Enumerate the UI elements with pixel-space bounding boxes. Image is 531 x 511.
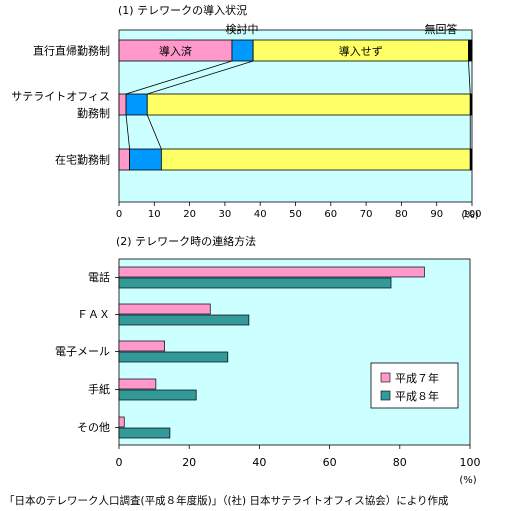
bar-5-series-2 [118, 427, 171, 439]
chart2-category-label-5: その他 [77, 421, 110, 434]
connector-line-1-3 [468, 60, 471, 95]
chart1-tick-label-70: 70 [360, 209, 373, 220]
chart2-tick-label-60: 60 [323, 456, 337, 469]
chart2-tick-label-100: 100 [460, 456, 481, 469]
chart2-category-label-4: 手紙 [88, 382, 110, 396]
legend-box [370, 362, 459, 409]
category-label-1: 直行直帰勤務制 [33, 44, 110, 58]
bar-segment-2-1 [118, 93, 127, 116]
legend-label-h7: 平成７年 [395, 371, 439, 385]
chart1-tick-label-100: 100 [462, 209, 481, 220]
chart1-bars: 導入済 導入せず [118, 39, 473, 171]
bar-segment-2-3 [146, 93, 471, 116]
category-label-3: 在宅勤務制 [55, 153, 110, 167]
category-label-2-1: サテライトオフィス [11, 90, 110, 103]
bar-4-series-2 [118, 389, 197, 401]
chart1-tick-label-90: 90 [430, 209, 443, 220]
connector-line-2-1 [125, 114, 130, 150]
chart1-tick-label-50: 50 [289, 209, 302, 220]
chart1-unit-label: (%) [461, 210, 478, 221]
chart1-tick-label-30: 30 [219, 209, 232, 220]
bar-2-series-1 [118, 303, 211, 315]
connector-line-1-1 [125, 60, 233, 95]
bar-segment-3-2 [129, 148, 162, 171]
chart2-legend: 平成７年 平成８年 [370, 362, 459, 409]
chart1-tick-label-10: 10 [148, 209, 161, 220]
connector-line-1-2 [147, 60, 254, 95]
bar-3-series-2 [118, 351, 229, 363]
chart1-label-mukaitou: 無回答 [425, 22, 458, 36]
chart2-unit-label: (%) [459, 475, 476, 486]
chart1-tick-label-20: 20 [183, 209, 196, 220]
legend-label-h8: 平成８年 [395, 389, 439, 403]
bar-5-series-1 [118, 416, 125, 428]
chart1-title: (1) テレワークの導入状況 [118, 3, 247, 17]
bar-segment-1-2 [231, 39, 254, 62]
category-label-2-2: 勤務制 [77, 106, 110, 120]
chart2-tick-label-0: 0 [116, 456, 123, 469]
bar-2-series-2 [118, 314, 250, 326]
legend-swatch-h7 [380, 372, 391, 383]
chart2-category-label-1: 電話 [88, 270, 110, 284]
chart2-bars [118, 266, 425, 439]
bar-3-series-1 [118, 340, 165, 352]
chart1-tick-label-60: 60 [324, 209, 337, 220]
bar-inline-label-1: 導入済 [159, 44, 192, 58]
chart2-category-label-2: ＦＡＸ [77, 308, 110, 321]
bar-inline-label-3: 導入せず [339, 44, 383, 58]
chart1-label-kentouchu: 検討中 [226, 22, 259, 36]
bar-4-series-1 [118, 378, 157, 390]
chart2-category-label-3: 電子メール [55, 345, 110, 358]
bar-segment-2-2 [125, 93, 148, 116]
bar-1-series-2 [118, 277, 392, 289]
chart1-tick-label-40: 40 [254, 209, 267, 220]
connector-line-2-2 [146, 114, 162, 150]
chart2-x-axis-ticks: 0 20 40 60 80 100 [116, 445, 481, 469]
chart2-tick-label-20: 20 [182, 456, 196, 469]
chart1-tick-label-0: 0 [116, 209, 122, 220]
chart1-connector-lines [125, 60, 471, 150]
bar-segment-3-3 [160, 148, 471, 171]
bar-segment-3-4 [469, 148, 473, 171]
chart2-title: (2) テレワーク時の連絡方法 [116, 234, 256, 248]
legend-swatch-h8 [380, 390, 391, 401]
bar-segment-3-1 [118, 148, 130, 171]
chart1-x-axis-ticks: 0 10 20 30 40 50 60 70 80 90 100 [116, 202, 482, 220]
source-note: 「日本のテレワーク人口調査(平成８年度版)」（(社) 日本サテライトオフィス協会… [4, 494, 449, 507]
bar-segment-1-4 [468, 39, 473, 62]
bar-segment-2-4 [469, 93, 473, 116]
chart2-tick-label-40: 40 [252, 456, 266, 469]
bar-1-series-1 [118, 266, 425, 278]
chart1-tick-label-80: 80 [395, 209, 408, 220]
chart2-tick-label-80: 80 [393, 456, 407, 469]
